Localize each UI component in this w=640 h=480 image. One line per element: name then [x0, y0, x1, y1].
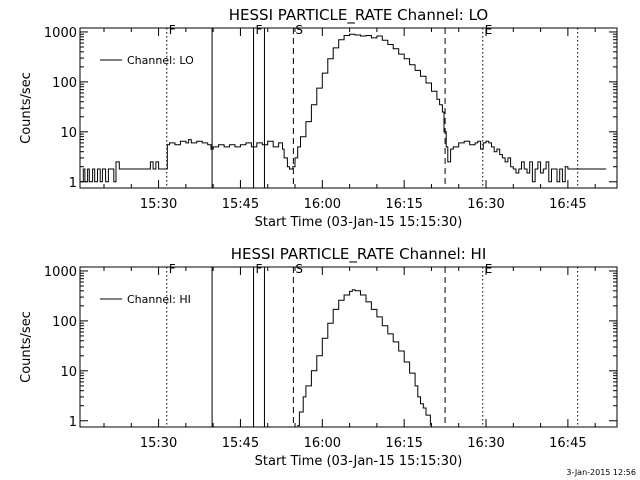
series-line-hi	[297, 289, 431, 427]
chart-title: HESSI PARTICLE_RATE Channel: HI	[231, 245, 487, 264]
event-marker-label: S	[295, 23, 303, 37]
event-marker-label: E	[485, 23, 493, 37]
chart-panel-lo: HESSI PARTICLE_RATE Channel: LO Counts/se…	[19, 6, 618, 230]
y-tick-label: 1000	[44, 26, 77, 41]
x-tick-label: 16:45	[549, 197, 586, 212]
x-tick-label: 16:00	[304, 436, 341, 451]
x-tick-label: 16:15	[385, 197, 422, 212]
event-marker-label: F	[169, 262, 176, 276]
x-tick-label: 16:45	[549, 436, 586, 451]
x-axis-label: Start Time (03-Jan-15 15:15:30)	[255, 215, 463, 230]
x-tick-label: 16:30	[467, 197, 504, 212]
plot-frame	[79, 27, 618, 189]
y-tick-label: 10	[60, 365, 77, 380]
x-tick-label: 16:00	[304, 197, 341, 212]
y-tick-label: 100	[52, 76, 77, 91]
x-tick-label: 16:30	[467, 436, 504, 451]
x-tick-label: 15:30	[140, 197, 177, 212]
y-tick-label: 1	[69, 176, 77, 191]
x-tick-label: 15:45	[222, 197, 259, 212]
event-marker-label: S	[295, 262, 303, 276]
legend-label: Channel: HI	[127, 293, 191, 306]
series-line-lo	[80, 33, 607, 183]
chart-title: HESSI PARTICLE_RATE Channel: LO	[229, 6, 488, 25]
chart-panel-hi: HESSI PARTICLE_RATE Channel: HI Counts/se…	[19, 245, 618, 469]
x-axis-label: Start Time (03-Jan-15 15:15:30)	[255, 454, 463, 469]
x-tick-label: 16:15	[385, 436, 422, 451]
event-marker-label: F	[256, 262, 263, 276]
x-tick-label: 15:45	[222, 436, 259, 451]
y-tick-label: 1	[69, 415, 77, 430]
timestamp: 3-Jan-2015 12:56	[566, 468, 636, 477]
event-marker-label: E	[485, 262, 493, 276]
legend-label: Channel: LO	[127, 54, 194, 67]
y-axis-label: Counts/sec	[19, 311, 34, 383]
y-tick-label: 1000	[44, 265, 77, 280]
y-tick-label: 10	[60, 126, 77, 141]
plot-frame	[79, 266, 618, 428]
event-marker-label: F	[256, 23, 263, 37]
x-tick-label: 15:30	[140, 436, 177, 451]
y-axis-label: Counts/sec	[19, 72, 34, 144]
event-marker-label: F	[169, 23, 176, 37]
y-tick-label: 100	[52, 315, 77, 330]
